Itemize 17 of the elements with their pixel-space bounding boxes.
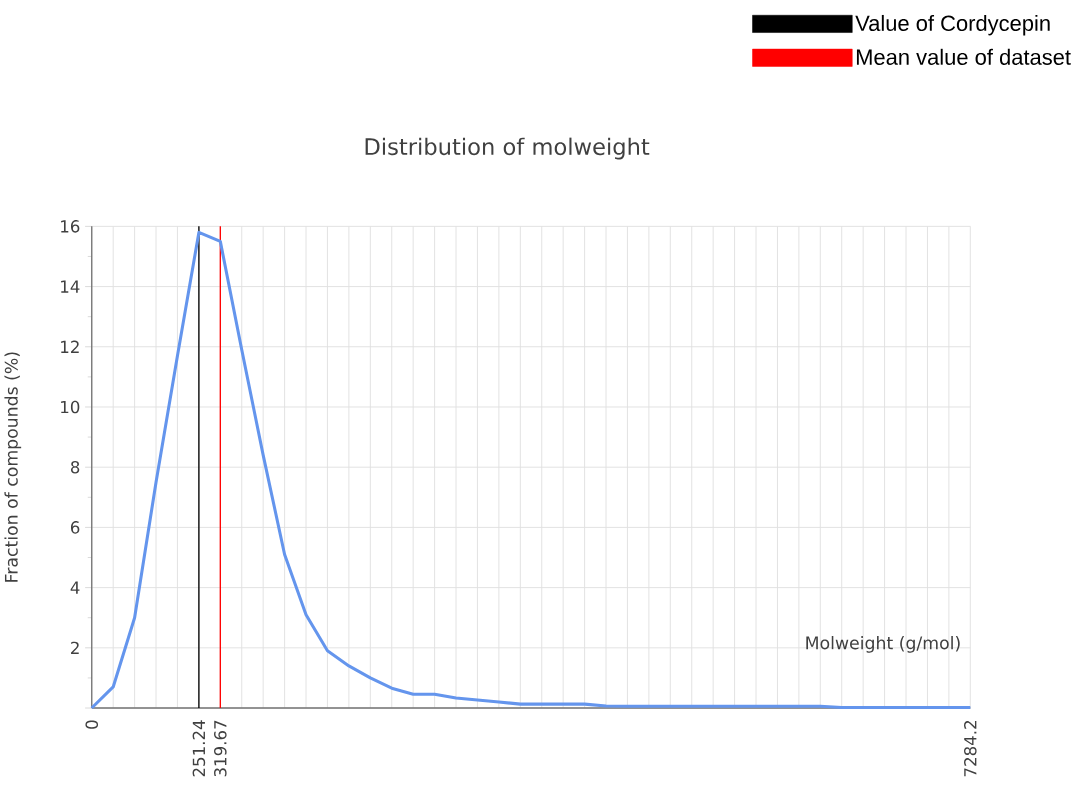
y-tick-label: 4 — [70, 581, 80, 594]
chart-title: Distribution of molweight — [365, 137, 650, 160]
y-axis-title: Fraction of compounds (%) — [4, 352, 22, 582]
x-tick-label: 319.67 — [214, 720, 227, 777]
x-tick-label: 0 — [85, 720, 99, 729]
y-tick-label: 6 — [70, 521, 80, 534]
legend-label: Mean value of dataset — [856, 48, 1071, 66]
legend-label: Value of Cordycepin — [855, 15, 1050, 36]
x-tick-label: 7284.2 — [964, 721, 977, 777]
y-tick-label: 10 — [61, 400, 80, 414]
y-tick-label: 2 — [71, 641, 79, 655]
x-tick-label: 251.24 — [192, 720, 206, 777]
x-axis-title: Molweight (g/mol) — [806, 636, 960, 653]
y-tick-label: 14 — [61, 280, 80, 293]
y-tick-label: 8 — [70, 461, 80, 474]
y-tick-label: 12 — [61, 340, 79, 354]
y-tick-label: 16 — [61, 220, 80, 233]
